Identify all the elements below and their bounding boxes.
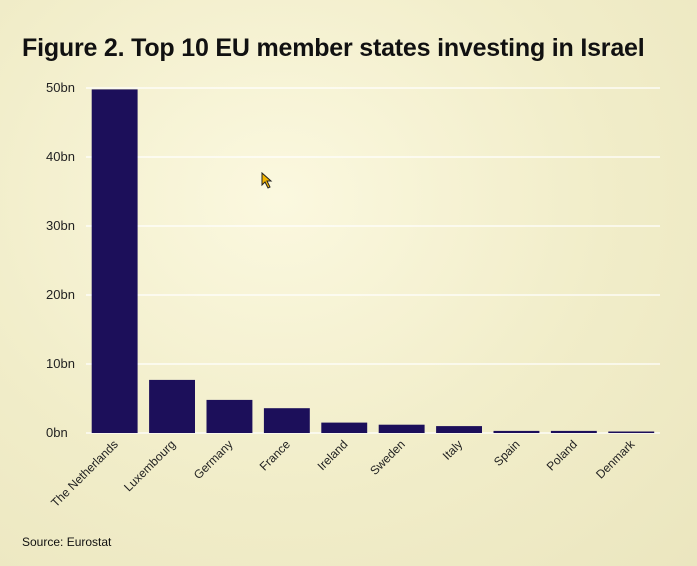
x-tick-label: Germany <box>191 437 236 482</box>
x-tick-label: Luxembourg <box>121 437 178 494</box>
mouse-cursor-icon <box>261 172 273 189</box>
y-tick-label: 50bn <box>46 80 75 95</box>
bar-luxembourg <box>149 379 195 433</box>
bar-ireland <box>321 422 368 433</box>
x-tick-label: France <box>257 437 294 474</box>
y-tick-label: 20bn <box>46 287 75 302</box>
y-tick-label: 30bn <box>46 218 75 233</box>
x-tick-label: Sweden <box>367 437 408 478</box>
source-note: Source: Eurostat <box>22 535 112 549</box>
y-axis-labels: 0bn 10bn 20bn 30bn 40bn 50bn <box>46 80 75 440</box>
y-tick-label: 0bn <box>46 425 68 440</box>
bar-italy <box>436 426 482 433</box>
x-tick-label: Spain <box>491 437 523 469</box>
bar-the-netherlands <box>91 89 138 434</box>
bar-spain <box>493 430 540 433</box>
x-tick-label: Ireland <box>315 437 351 473</box>
chart-title: Figure 2. Top 10 EU member states invest… <box>22 34 645 62</box>
bars <box>91 89 655 434</box>
x-tick-label: Poland <box>544 437 580 473</box>
x-tick-label: The Netherlands <box>48 437 121 510</box>
bar-france <box>263 408 310 433</box>
bar-sweden <box>378 424 425 433</box>
y-tick-label: 10bn <box>46 356 75 371</box>
bar-germany <box>206 399 253 433</box>
x-tick-label: Italy <box>440 437 465 462</box>
bar-poland <box>550 430 597 433</box>
bar-denmark <box>608 431 655 433</box>
x-axis-labels: The Netherlands Luxembourg Germany France Ir… <box>48 437 638 510</box>
y-tick-label: 40bn <box>46 149 75 164</box>
x-tick-label: Denmark <box>593 437 638 482</box>
